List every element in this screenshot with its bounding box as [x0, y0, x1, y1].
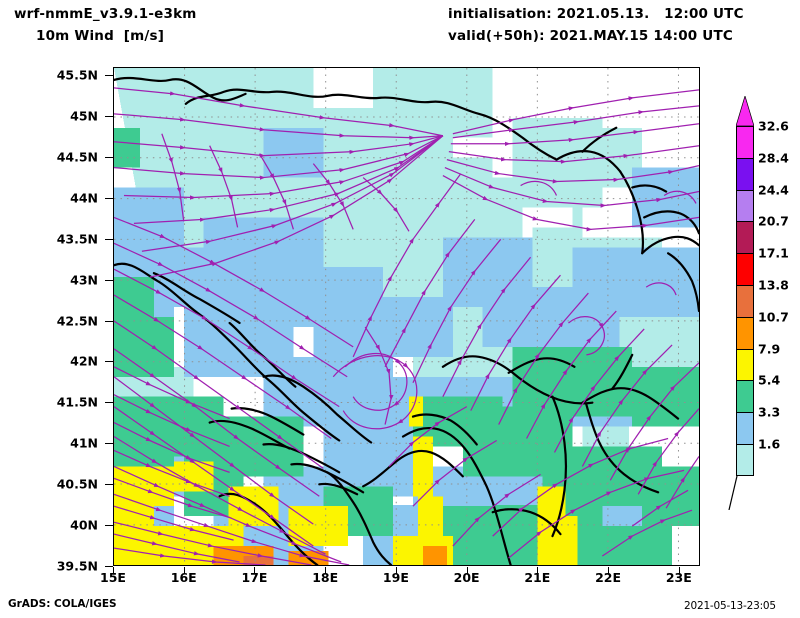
latitude-tick-label: 45.5N [56, 67, 98, 83]
colorbar-segment [736, 284, 754, 317]
colorbar-tick-label: 5.4 [758, 372, 781, 388]
latitude-tick-label: 39.5N [56, 558, 98, 574]
valid-time: valid(+50h): 2021.MAY.15 14:00 UTC [448, 28, 733, 44]
colorbar-segment [736, 412, 754, 444]
longitude-tick-label: 18E [312, 570, 339, 585]
longitude-tick-mark [466, 567, 468, 574]
colorbar-segment [736, 443, 754, 476]
longitude-tick-mark [395, 567, 397, 574]
colorbar-segment [736, 316, 754, 349]
colorbar-segment [736, 253, 754, 285]
latitude-tick-mark [105, 197, 113, 199]
wind-streamline-layer [114, 87, 699, 565]
colorbar-segment [736, 348, 754, 381]
colorbar-segment [736, 380, 754, 413]
map-plot-area [113, 67, 700, 566]
longitude-tick-mark [183, 567, 185, 574]
latitude-tick-label: 44.5N [56, 149, 98, 165]
latitude-tick-mark [105, 566, 113, 567]
latitude-tick-label: 41N [70, 435, 98, 451]
latitude-tick-mark [105, 75, 113, 77]
render-timestamp: 2021-05-13-23:05 [684, 600, 776, 612]
latitude-tick-label: 41.5N [56, 394, 98, 410]
latitude-tick-label: 45N [70, 108, 98, 124]
longitude-tick-mark [325, 567, 327, 574]
latitude-tick-mark [105, 402, 113, 404]
latitude-tick-label: 40N [70, 517, 98, 533]
colorbar-tick-label: 20.7 [758, 213, 789, 229]
longitude-tick-label: 15E [100, 570, 126, 585]
latitude-tick-label: 40.5N [56, 476, 98, 492]
initialisation-time: initialisation: 2021.05.13. 12:00 UTC [448, 6, 744, 22]
colorbar-segment [736, 157, 754, 190]
latitude-tick-mark [105, 320, 113, 322]
longitude-tick-mark [608, 567, 610, 574]
colorbar-segment [736, 221, 754, 254]
colorbar-extend-arrow [736, 96, 754, 126]
longitude-tick-mark [113, 567, 114, 574]
longitude-tick-label: 23E [665, 570, 692, 585]
longitude-tick-label: 19E [382, 570, 409, 585]
longitude-tick-label: 17E [241, 570, 268, 585]
map-canvas [114, 68, 699, 565]
colorbar-tick-label: 7.9 [758, 341, 781, 357]
latitude-tick-mark [105, 116, 113, 118]
longitude-tick-label: 20E [453, 570, 480, 585]
longitude-tick-mark [678, 567, 680, 574]
grads-attribution: GrADS: COLA/IGES [8, 598, 117, 610]
colorbar-tick-label: 13.8 [758, 277, 789, 293]
longitude-tick-label: 22E [595, 570, 622, 585]
colorbar-tick-label: 24.4 [758, 182, 789, 198]
latitude-tick-mark [105, 525, 113, 527]
latitude-tick-mark [105, 484, 113, 486]
colorbar-segment [736, 189, 754, 222]
latitude-tick-mark [105, 156, 113, 158]
colorbar-segment [736, 126, 754, 158]
longitude-tick-mark [254, 567, 256, 574]
latitude-tick-label: 44N [70, 190, 98, 206]
latitude-tick-mark [105, 361, 113, 363]
colorbar-tick-label: 3.3 [758, 404, 781, 420]
model-title: wrf-nmmE_v3.9.1-e3km [14, 6, 197, 22]
longitude-tick-label: 21E [524, 570, 551, 585]
latitude-tick-mark [105, 279, 113, 281]
latitude-tick-mark [105, 443, 113, 445]
latitude-tick-label: 42.5N [56, 313, 98, 329]
colorbar-tick-label: 17.1 [758, 245, 789, 261]
longitude-tick-mark [537, 567, 539, 574]
field-title: 10m Wind [m/s] [36, 28, 165, 44]
colorbar-tick-label: 32.6 [758, 118, 789, 134]
longitude-tick-label: 16E [170, 570, 197, 585]
latitude-tick-mark [105, 238, 113, 240]
colorbar[interactable] [736, 126, 754, 476]
colorbar-tick-label: 28.4 [758, 150, 789, 166]
latitude-tick-label: 42N [70, 353, 98, 369]
colorbar-tick-label: 1.6 [758, 436, 781, 452]
latitude-tick-label: 43N [70, 272, 98, 288]
colorbar-tail-line [728, 476, 738, 510]
colorbar-tick-label: 10.7 [758, 309, 789, 325]
latitude-tick-label: 43.5N [56, 231, 98, 247]
